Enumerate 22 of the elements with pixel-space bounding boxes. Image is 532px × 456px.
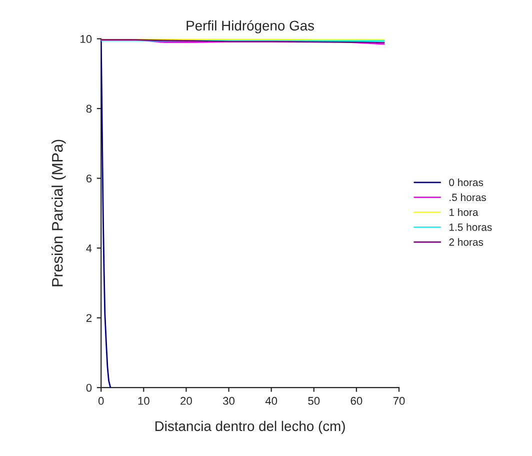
y-tick-label: 2	[86, 314, 92, 322]
y-tick-label: 8	[86, 104, 92, 113]
x-tick-label: 40	[265, 396, 278, 405]
x-tick-label: 30	[223, 396, 235, 405]
y-tick-label: 6	[86, 174, 92, 182]
legend-label: 2 horas	[449, 238, 484, 246]
y-axis-title: Presión Parcial (MPa)	[51, 140, 66, 286]
legend-label: 0 horas	[449, 178, 484, 186]
x-tick-label: 50	[308, 396, 320, 405]
x-tick-label: 60	[350, 396, 362, 405]
y-tick-label: 10	[80, 35, 92, 43]
legend-label: 1 hora	[450, 208, 478, 216]
legend-label: .5 horas	[450, 193, 486, 202]
chart-title: Perfil Hidrógeno Gas	[186, 20, 314, 34]
y-tick-label: 4	[86, 244, 92, 252]
x-tick-label: 10	[138, 396, 150, 405]
x-tick-label: 0	[98, 396, 104, 405]
x-tick-label: 70	[393, 396, 405, 405]
x-tick-label: 20	[180, 396, 192, 405]
x-axis-title: Distancia dentro del lecho (cm)	[155, 420, 345, 434]
legend-label: 1.5 horas	[450, 223, 492, 231]
y-tick-label: 0	[86, 384, 92, 392]
